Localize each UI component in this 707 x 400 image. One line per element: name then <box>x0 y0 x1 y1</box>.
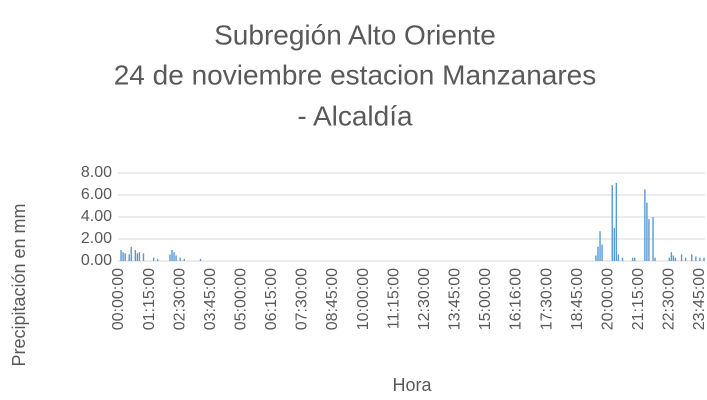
bar <box>644 189 646 261</box>
bar <box>648 219 650 261</box>
bar <box>633 257 636 261</box>
bar <box>615 182 618 261</box>
bar <box>142 253 145 261</box>
bar <box>670 252 673 261</box>
bar <box>597 246 599 261</box>
bar <box>668 257 671 261</box>
x-tick-label: 11:15:00 <box>385 268 402 329</box>
bar <box>134 250 137 261</box>
x-tick-label: 22:30:00 <box>661 268 678 330</box>
bar <box>179 257 181 261</box>
y-tick-label: 0.00 <box>81 252 112 269</box>
bar <box>120 250 122 261</box>
bar <box>171 250 173 261</box>
bar <box>138 252 141 261</box>
x-tick-label: 12:30:00 <box>416 268 433 330</box>
bar <box>695 256 697 261</box>
chart-title: Subregión Alto Oriente <box>214 19 496 50</box>
chart-title: - Alcaldía <box>297 100 413 131</box>
x-tick-label: 05:00:00 <box>233 268 250 330</box>
bar <box>122 252 124 261</box>
y-tick-label: 8.00 <box>81 164 112 181</box>
bar <box>613 228 616 261</box>
x-tick-label: 21:15:00 <box>630 268 647 330</box>
y-axis-title: Precipitación en mm <box>9 203 29 366</box>
bar <box>599 231 601 261</box>
x-tick-label: 08:45:00 <box>324 268 341 330</box>
bar <box>631 257 634 261</box>
bar <box>646 202 648 261</box>
x-tick-label: 13:45:00 <box>447 268 464 330</box>
bar <box>684 257 687 261</box>
x-tick-label: 01:15:00 <box>141 268 158 330</box>
x-tick-label: 02:30:00 <box>171 268 188 330</box>
x-tick-label: 10:00:00 <box>355 268 372 330</box>
x-tick-label: 23:45:00 <box>691 268 707 330</box>
bar <box>611 185 613 261</box>
x-tick-label: 20:00:00 <box>599 268 616 330</box>
x-tick-label: 07:30:00 <box>294 268 311 330</box>
chart-title: 24 de noviembre estacion Manzanares <box>114 59 597 90</box>
y-tick-label: 4.00 <box>81 208 112 225</box>
y-tick-label: 6.00 <box>81 186 112 203</box>
bar <box>674 257 677 261</box>
bar <box>691 254 693 261</box>
bar <box>699 257 701 261</box>
bar <box>199 258 202 261</box>
x-axis-title: Hora <box>392 375 432 395</box>
x-tick-label: 17:30:00 <box>538 268 555 330</box>
bar <box>621 257 624 261</box>
bar <box>175 255 177 261</box>
bar <box>157 258 159 261</box>
bar <box>173 252 175 261</box>
bar <box>654 257 656 261</box>
bar <box>601 244 603 261</box>
bar <box>183 258 185 261</box>
bar <box>617 254 620 261</box>
bar <box>595 255 597 261</box>
bar <box>128 254 130 261</box>
y-tick-label: 2.00 <box>81 230 112 247</box>
x-tick-label: 18:45:00 <box>569 268 586 330</box>
bar <box>680 254 683 261</box>
x-tick-label: 15:00:00 <box>477 268 494 330</box>
bar <box>672 255 675 261</box>
bar <box>152 257 155 261</box>
x-tick-label: 16:16:00 <box>508 268 525 330</box>
bar <box>130 246 132 261</box>
bar <box>124 253 126 261</box>
bar <box>169 254 171 261</box>
x-tick-label: 03:45:00 <box>202 268 219 330</box>
bar <box>703 257 705 261</box>
bar <box>652 217 654 261</box>
x-tick-label: 06:15:00 <box>263 268 280 330</box>
bar <box>136 253 139 261</box>
x-tick-label: 00:00:00 <box>110 268 127 330</box>
